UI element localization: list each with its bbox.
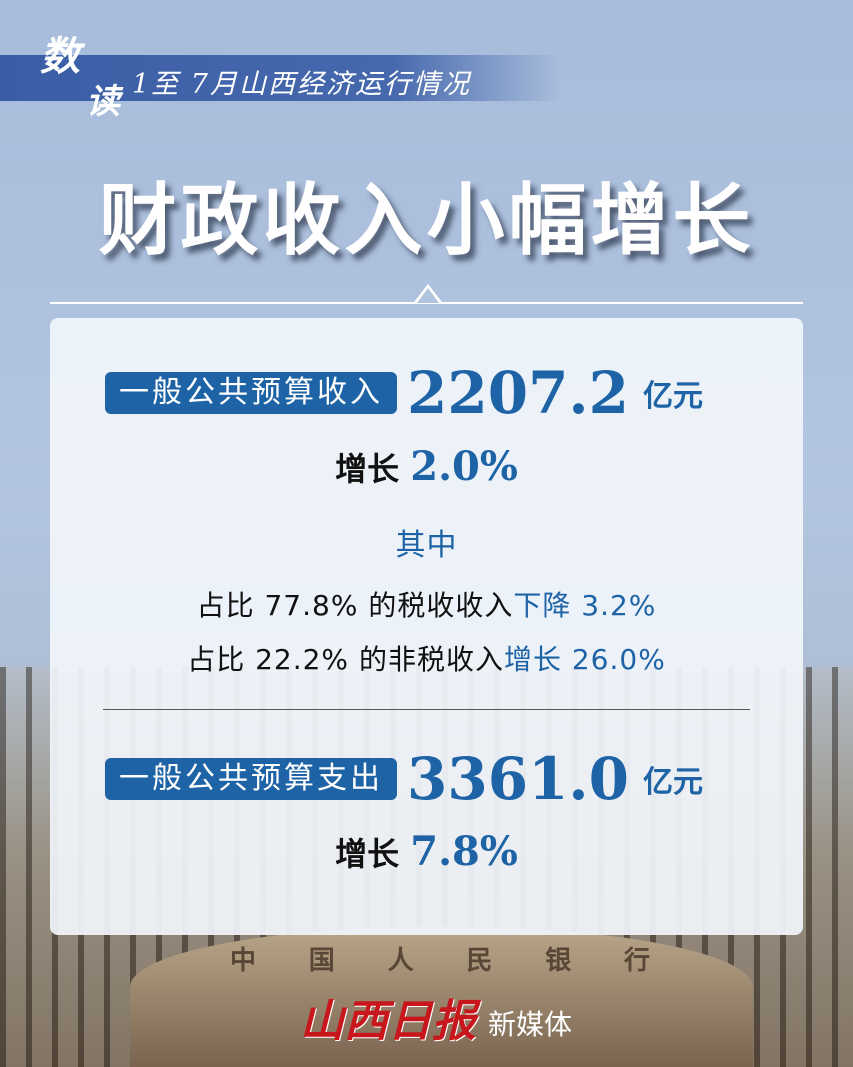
nontax-change: 增长 26.0%	[503, 643, 666, 676]
expenditure-value: 3361.0	[407, 745, 629, 813]
revenue-value: 2207.2	[407, 359, 629, 427]
expenditure-unit: 亿元	[642, 765, 703, 800]
content-card: 一般公共预算收入 2207.2 亿元 增长 2.0% 其中 占比 77.8% 的…	[50, 318, 803, 935]
revenue-label: 一般公共预算收入	[105, 372, 397, 414]
sign-char: 民	[466, 946, 493, 976]
sign-char: 行	[623, 946, 650, 976]
sign-char: 国	[308, 946, 335, 976]
logo-text: 山西日报	[300, 996, 476, 1047]
header-subtitle: 1至 7月山西经济运行情况	[132, 69, 471, 100]
header-mark: 读	[86, 82, 120, 122]
divider	[50, 302, 803, 304]
expenditure-growth: 增长 7.8%	[50, 828, 803, 875]
growth-value: 7.8%	[410, 828, 518, 875]
revenue-unit: 亿元	[642, 379, 703, 414]
notch-inner	[417, 288, 439, 303]
expenditure-label: 一般公共预算支出	[105, 758, 397, 800]
tax-text: 占比 77.8% 的税收收入	[196, 589, 514, 622]
breakdown-heading: 其中	[395, 528, 458, 563]
header-band	[0, 55, 560, 101]
growth-label: 增长	[335, 450, 400, 488]
page-title: 财政收入小幅增长	[98, 176, 755, 266]
growth-value: 2.0%	[410, 443, 518, 490]
building-sign: 中国人民银行	[230, 940, 650, 977]
divider	[103, 709, 750, 710]
tax-line: 占比 77.8% 的税收收入下降 3.2%	[50, 584, 803, 624]
sign-char: 人	[387, 946, 414, 976]
nontax-text: 占比 22.2% 的非税收入	[187, 643, 504, 676]
revenue-row: 一般公共预算收入 2207.2 亿元	[105, 361, 793, 425]
footer-logo: 山西日报 新媒体	[300, 985, 572, 1049]
growth-label: 增长	[335, 835, 400, 873]
expenditure-row: 一般公共预算支出 3361.0 亿元	[105, 747, 793, 811]
header-mark: 数	[40, 33, 80, 80]
sign-char: 中	[230, 946, 257, 976]
building-facade	[130, 927, 753, 1067]
revenue-growth: 增长 2.0%	[50, 443, 803, 490]
logo-suffix: 新媒体	[488, 1008, 573, 1041]
sign-char: 银	[545, 946, 572, 976]
nontax-line: 占比 22.2% 的非税收入增长 26.0%	[50, 638, 803, 678]
tax-change: 下降 3.2%	[513, 589, 657, 622]
